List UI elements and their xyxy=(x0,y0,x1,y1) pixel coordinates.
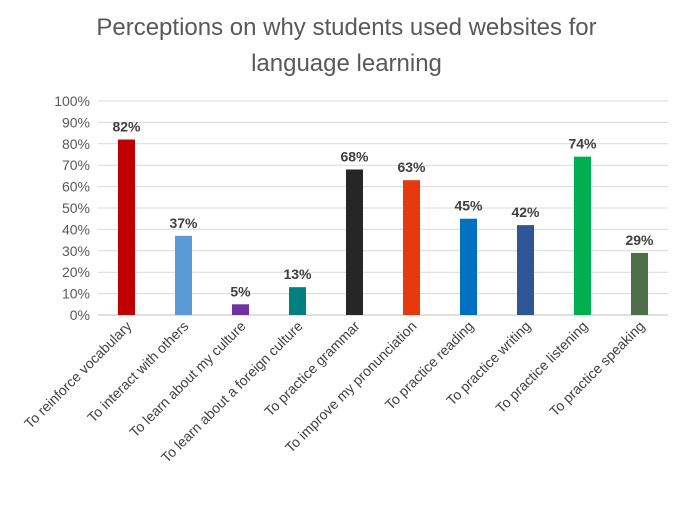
chart-title-line-2: language learning xyxy=(251,50,442,77)
y-tick-label: 80% xyxy=(62,136,90,152)
data-label: 74% xyxy=(568,136,597,152)
y-tick-label: 60% xyxy=(62,179,90,195)
x-tick-label: To practice grammar xyxy=(261,318,363,420)
x-tick-label: To learn about my culture xyxy=(126,318,249,441)
y-tick-label: 100% xyxy=(54,93,90,109)
x-tick-label: To interact with others xyxy=(84,318,192,426)
bar xyxy=(517,225,534,315)
y-tick-label: 40% xyxy=(62,221,90,237)
data-label: 63% xyxy=(397,159,426,175)
chart-title-line-1: Perceptions on why students used website… xyxy=(96,14,597,41)
bar xyxy=(118,139,135,315)
y-tick-label: 20% xyxy=(62,264,90,280)
bar xyxy=(574,156,591,315)
x-tick-label: To reinforce vocabulary xyxy=(21,318,135,432)
y-tick-label: 0% xyxy=(70,307,90,323)
y-tick-label: 90% xyxy=(62,114,90,130)
y-tick-label: 70% xyxy=(62,157,90,173)
bar xyxy=(460,218,477,315)
y-tick-label: 30% xyxy=(62,243,90,259)
bar xyxy=(403,180,420,315)
data-label: 29% xyxy=(625,232,654,248)
bar xyxy=(289,287,306,315)
data-label: 68% xyxy=(340,148,369,164)
y-tick-label: 50% xyxy=(62,200,90,216)
bar xyxy=(175,235,192,315)
y-tick-label: 10% xyxy=(62,286,90,302)
data-label: 13% xyxy=(283,266,312,282)
data-label: 37% xyxy=(169,215,198,231)
bar xyxy=(232,304,249,315)
data-label: 45% xyxy=(454,198,483,214)
data-label: 82% xyxy=(112,119,141,135)
data-label: 42% xyxy=(511,204,540,220)
bar xyxy=(346,169,363,315)
data-label: 5% xyxy=(230,283,251,299)
chart-title: Perceptions on why students used website… xyxy=(40,10,653,82)
x-tick-label: To practice speaking xyxy=(546,318,648,420)
bar xyxy=(631,252,648,315)
